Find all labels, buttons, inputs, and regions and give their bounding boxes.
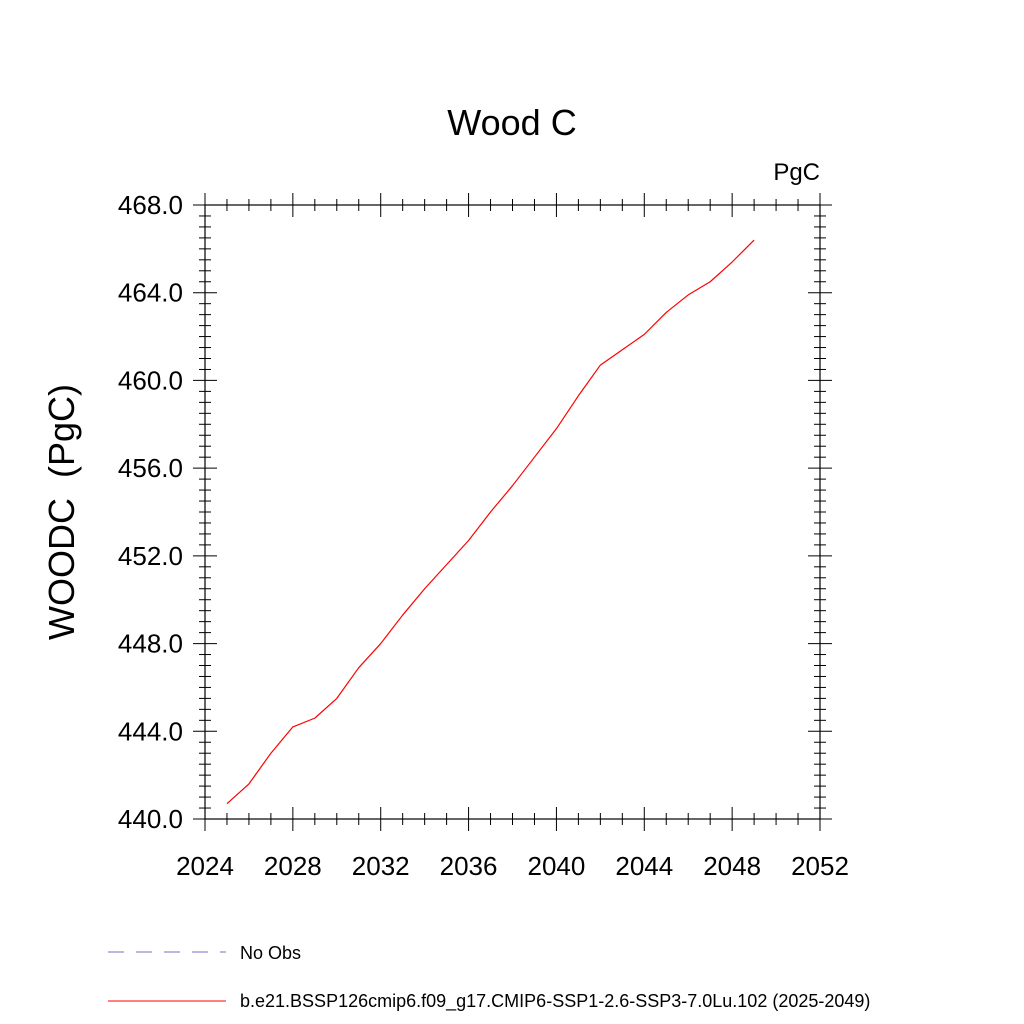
y-tick-label: 468.0: [118, 190, 183, 220]
series-line-0: [226, 239, 755, 805]
legend-label-model-run: b.e21.BSSP126cmip6.f09_g17.CMIP6-SSP1-2.…: [240, 991, 870, 1012]
y-tick-label: 464.0: [118, 278, 183, 308]
x-tick-label: 2028: [264, 851, 322, 881]
x-tick-label: 2044: [615, 851, 673, 881]
x-tick-label: 2048: [703, 851, 761, 881]
y-tick-label: 440.0: [118, 804, 183, 834]
x-tick-label: 2052: [791, 851, 849, 881]
x-tick-label: 2040: [528, 851, 586, 881]
plot-frame: [204, 204, 821, 820]
y-tick-label: 444.0: [118, 716, 183, 746]
x-tick-label: 2036: [440, 851, 498, 881]
chart-title: Wood C: [447, 102, 576, 143]
y-tick-label: 456.0: [118, 453, 183, 483]
y-tick-label: 452.0: [118, 541, 183, 571]
x-tick-label: 2024: [176, 851, 234, 881]
x-tick-label: 2032: [352, 851, 410, 881]
legend: No Obs b.e21.BSSP126cmip6.f09_g17.CMIP6-…: [108, 943, 870, 1012]
plot-area: 2024 2028 2032 2036 2040 2044 2048 2052 440.0 444…: [118, 190, 849, 881]
y-tick-label: 460.0: [118, 365, 183, 395]
legend-label-no-obs: No Obs: [240, 943, 301, 963]
units-label: PgC: [773, 159, 820, 186]
y-axis-label: WOODC (PgC): [41, 384, 82, 640]
y-tick-label: 448.0: [118, 629, 183, 659]
